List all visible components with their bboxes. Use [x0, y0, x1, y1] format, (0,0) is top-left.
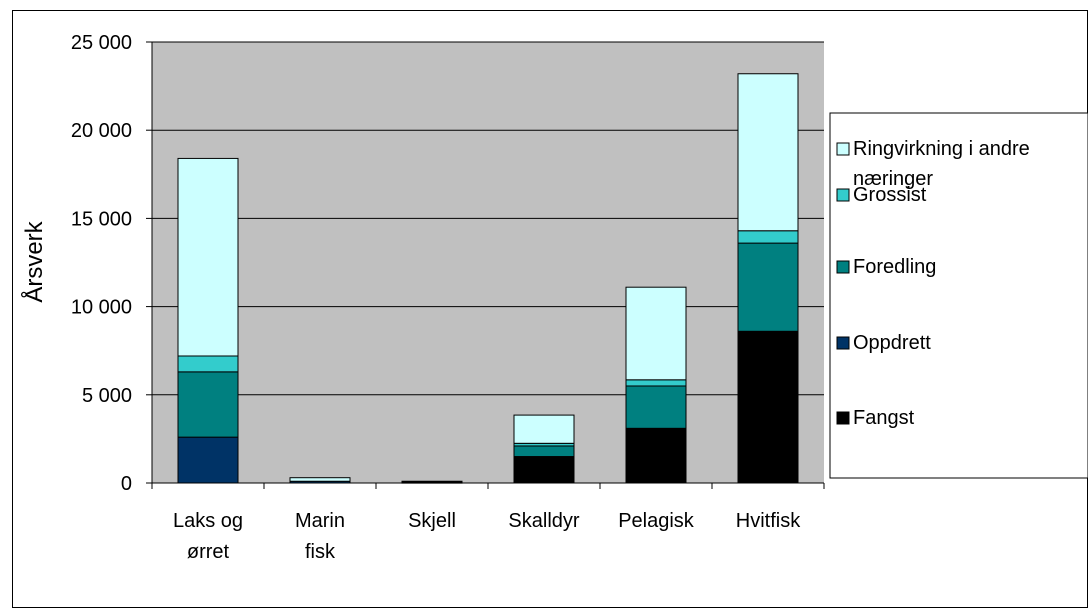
legend-swatch	[836, 260, 850, 274]
legend-label: Grossist	[853, 184, 927, 206]
legend-label: næringer	[853, 168, 933, 190]
y-tick-label: 20 000	[71, 120, 132, 142]
plot-area	[152, 41, 824, 483]
bar-segment	[625, 379, 687, 387]
x-tick-label: Skalldyr	[508, 510, 579, 532]
bar-segment	[737, 230, 799, 244]
bar-segment	[513, 414, 575, 444]
y-tick-label: 15 000	[71, 208, 132, 230]
y-tick-label: 5 000	[82, 385, 132, 407]
bar-segment	[177, 436, 239, 484]
legend-label: Fangst	[853, 407, 915, 429]
bar-segment	[625, 286, 687, 381]
legend-box	[829, 112, 1088, 479]
legend-swatch	[836, 142, 850, 156]
bar-segment	[177, 355, 239, 373]
plot-background	[152, 42, 824, 483]
bar-segment	[737, 330, 799, 484]
bar-segment	[625, 427, 687, 484]
bar-segment	[513, 456, 575, 484]
y-tick-label: 10 000	[71, 297, 132, 319]
y-axis: 0 5 000 10 000 15 000 20 000 25 000	[71, 32, 153, 495]
y-tick-label: 25 000	[71, 32, 132, 54]
bar-segment	[737, 242, 799, 332]
bar-segment	[513, 445, 575, 458]
x-tick-label: Pelagisk	[618, 510, 695, 532]
x-axis: Laks og ørret Marin fisk Skjell Skalldyr Pelag…	[151, 482, 825, 563]
legend-label: Foredling	[853, 256, 936, 278]
bar-segment	[177, 157, 239, 357]
bar-segment	[289, 477, 351, 482]
bar-segment	[625, 385, 687, 429]
legend-label: Oppdrett	[853, 332, 931, 354]
y-axis-title: Årsverk	[20, 220, 48, 302]
legend-swatch	[836, 336, 850, 350]
legend-swatch	[836, 411, 850, 425]
bar-segment	[177, 371, 239, 438]
x-tick-label: Laks og	[173, 510, 243, 532]
bar-segment	[737, 73, 799, 232]
bars	[177, 73, 799, 484]
x-tick-label: fisk	[305, 541, 336, 563]
x-tick-label: Skjell	[408, 510, 456, 532]
x-tick-label: Marin	[295, 510, 345, 532]
legend-label: Ringvirkning i andre	[853, 138, 1030, 160]
x-tick-label: ørret	[187, 541, 230, 563]
y-tick-label: 0	[121, 473, 132, 495]
legend-swatch	[836, 188, 850, 202]
bar-segment	[401, 480, 463, 483]
x-tick-label: Hvitfisk	[736, 510, 801, 532]
